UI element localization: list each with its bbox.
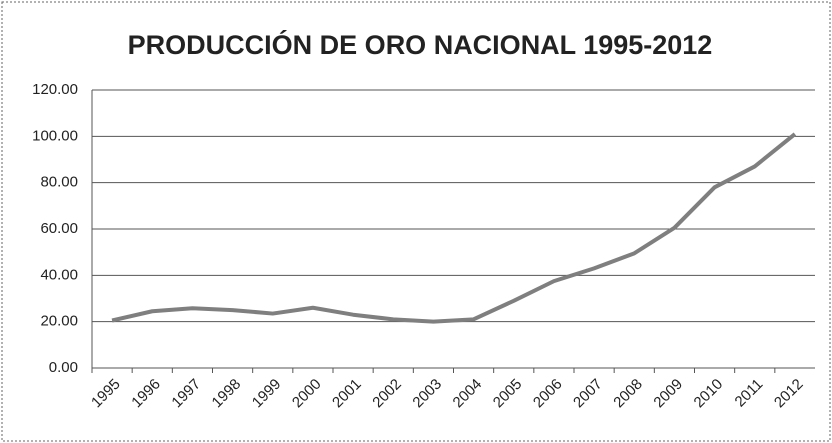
y-tick-label: 20.00 [40,313,78,330]
y-tick-label: 60.00 [40,220,78,237]
x-tick-label: 1996 [128,376,164,412]
x-tick-label: 2012 [771,376,807,412]
x-tick-label: 2002 [369,376,405,412]
x-tick-label: 1998 [209,376,245,412]
y-tick-label: 100.00 [32,127,78,144]
x-tick-label: 2008 [610,376,646,412]
x-tick-label: 2011 [732,376,767,411]
chart-title: PRODUCCIÓN DE ORO NACIONAL 1995-2012 [128,29,713,60]
x-tick-label: 2006 [530,376,566,412]
x-tick-label: 2003 [409,376,445,412]
x-tick-label: 2009 [650,376,686,412]
x-tick-label: 1997 [168,376,204,412]
x-tick-label: 2010 [691,376,727,412]
y-tick-label: 80.00 [40,174,78,191]
y-tick-label: 40.00 [40,266,78,283]
x-tick-label: 2001 [329,376,365,412]
x-tick-label: 1999 [249,376,285,412]
x-tick-label: 2000 [289,376,325,412]
x-tick-label: 2004 [450,376,486,412]
line [111,132,797,324]
x-tick-label: 1995 [88,376,124,412]
x-tick-label: 2005 [490,376,526,412]
y-tick-label: 120.00 [32,81,78,98]
x-tick-label: 2007 [570,376,606,412]
y-tick-label: 0.00 [49,359,78,376]
